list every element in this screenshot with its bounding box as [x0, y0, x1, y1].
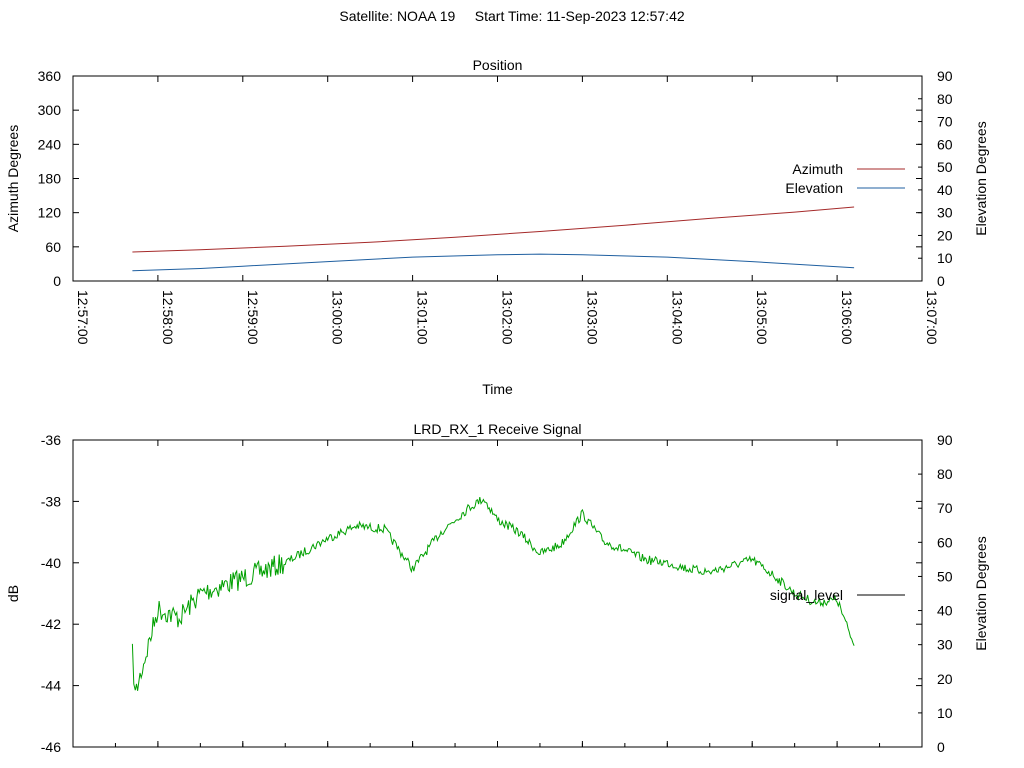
chart-1-legend-label-azimuth: Azimuth [792, 161, 843, 177]
chart-1-x-tick-label: 13:02:00 [500, 290, 516, 345]
chart-1-y-tick-label: 360 [38, 68, 62, 84]
chart-1-y2-tick-label: 60 [937, 136, 953, 152]
chart-1-y2-tick-label: 70 [937, 114, 953, 130]
figure-header: Satellite: NOAA 19 Start Time: 11-Sep-20… [0, 8, 1024, 24]
chart-1-x-tick-label: 13:04:00 [669, 290, 685, 345]
chart-1-y2-axis-label: Elevation Degrees [973, 121, 989, 235]
chart-1-title: Position [473, 57, 523, 73]
chart-1-series-line-elevation [132, 253, 855, 272]
chart-1-y-tick-label: 180 [38, 171, 62, 187]
chart-1-y-tick-label: 120 [38, 205, 62, 221]
chart-1-y2-tick-label: 90 [937, 68, 953, 84]
chart-2-y-tick-label: -46 [41, 739, 61, 755]
chart-1-y2-tick-label: 80 [937, 91, 953, 107]
chart-2-y2-tick-label: 10 [937, 705, 953, 721]
chart-2-y2-tick-label: 80 [937, 466, 953, 482]
chart-1-x-tick-label: 12:58:00 [160, 290, 176, 345]
chart-1-y2-tick-label: 50 [937, 159, 953, 175]
chart-1-y-axis-label: Azimuth Degrees [5, 125, 21, 232]
chart-1-series-line-azimuth [132, 206, 855, 253]
chart-2-y-tick-label: -42 [41, 616, 61, 632]
chart-2-y2-tick-label: 70 [937, 500, 953, 516]
chart-1-y-tick-label: 60 [45, 239, 61, 255]
chart-2-y2-tick-label: 30 [937, 637, 953, 653]
chart-2-legend-label-signal_level: signal_level [770, 587, 843, 603]
chart-1-x-tick-label: 13:03:00 [584, 290, 600, 345]
chart-2-y2-tick-label: 90 [937, 432, 953, 448]
chart-1-y2-tick-label: 30 [937, 205, 953, 221]
chart-1-x-tick-label: 13:01:00 [415, 290, 431, 345]
chart-1-y2-tick-label: 0 [937, 273, 945, 289]
chart-2-y2-tick-label: 50 [937, 568, 953, 584]
chart-1-plot-frame [72, 75, 923, 282]
chart-2-y2-tick-label: 20 [937, 671, 953, 687]
chart-2-y2-tick-label: 40 [937, 603, 953, 619]
start-time-label: Start Time: 11-Sep-2023 12:57:42 [474, 8, 685, 24]
chart-2-y-tick-label: -36 [41, 432, 61, 448]
chart-1-legend-label-elevation: Elevation [785, 180, 843, 196]
chart-1-x-tick-label: 13:06:00 [839, 290, 855, 345]
chart-1-x-tick-label: 13:00:00 [330, 290, 346, 345]
chart-1-y-tick-label: 240 [38, 136, 62, 152]
chart-1-y2-tick-label: 40 [937, 182, 953, 198]
chart-1-x-tick-label: 13:07:00 [924, 290, 940, 345]
chart-2-y2-tick-label: 60 [937, 534, 953, 550]
chart-2-title: LRD_RX_1 Receive Signal [413, 421, 581, 437]
chart-2-y2-tick-label: 0 [937, 739, 945, 755]
chart-2-y-tick-label: -44 [41, 678, 61, 694]
chart-1-y2-tick-label: 10 [937, 250, 953, 266]
chart-1-x-tick-label: 12:57:00 [75, 290, 91, 345]
chart-2-y-tick-label: -38 [41, 493, 61, 509]
chart-1-x-axis-label: Time [482, 381, 513, 397]
satellite-label: Satellite: NOAA 19 [339, 8, 456, 24]
chart-2-y-axis-label: dB [5, 585, 21, 602]
chart-1-y-tick-label: 300 [38, 102, 62, 118]
chart-2-y-tick-label: -40 [41, 555, 61, 571]
chart-1-y-tick-label: 0 [53, 273, 61, 289]
chart-1-x-tick-label: 12:59:00 [245, 290, 261, 345]
chart-1-y2-tick-label: 20 [937, 227, 953, 243]
chart-1-x-tick-label: 13:05:00 [754, 290, 770, 345]
chart-2-y2-axis-label: Elevation Degrees [973, 536, 989, 650]
chart-2-series-line-signal_level [131, 497, 855, 691]
